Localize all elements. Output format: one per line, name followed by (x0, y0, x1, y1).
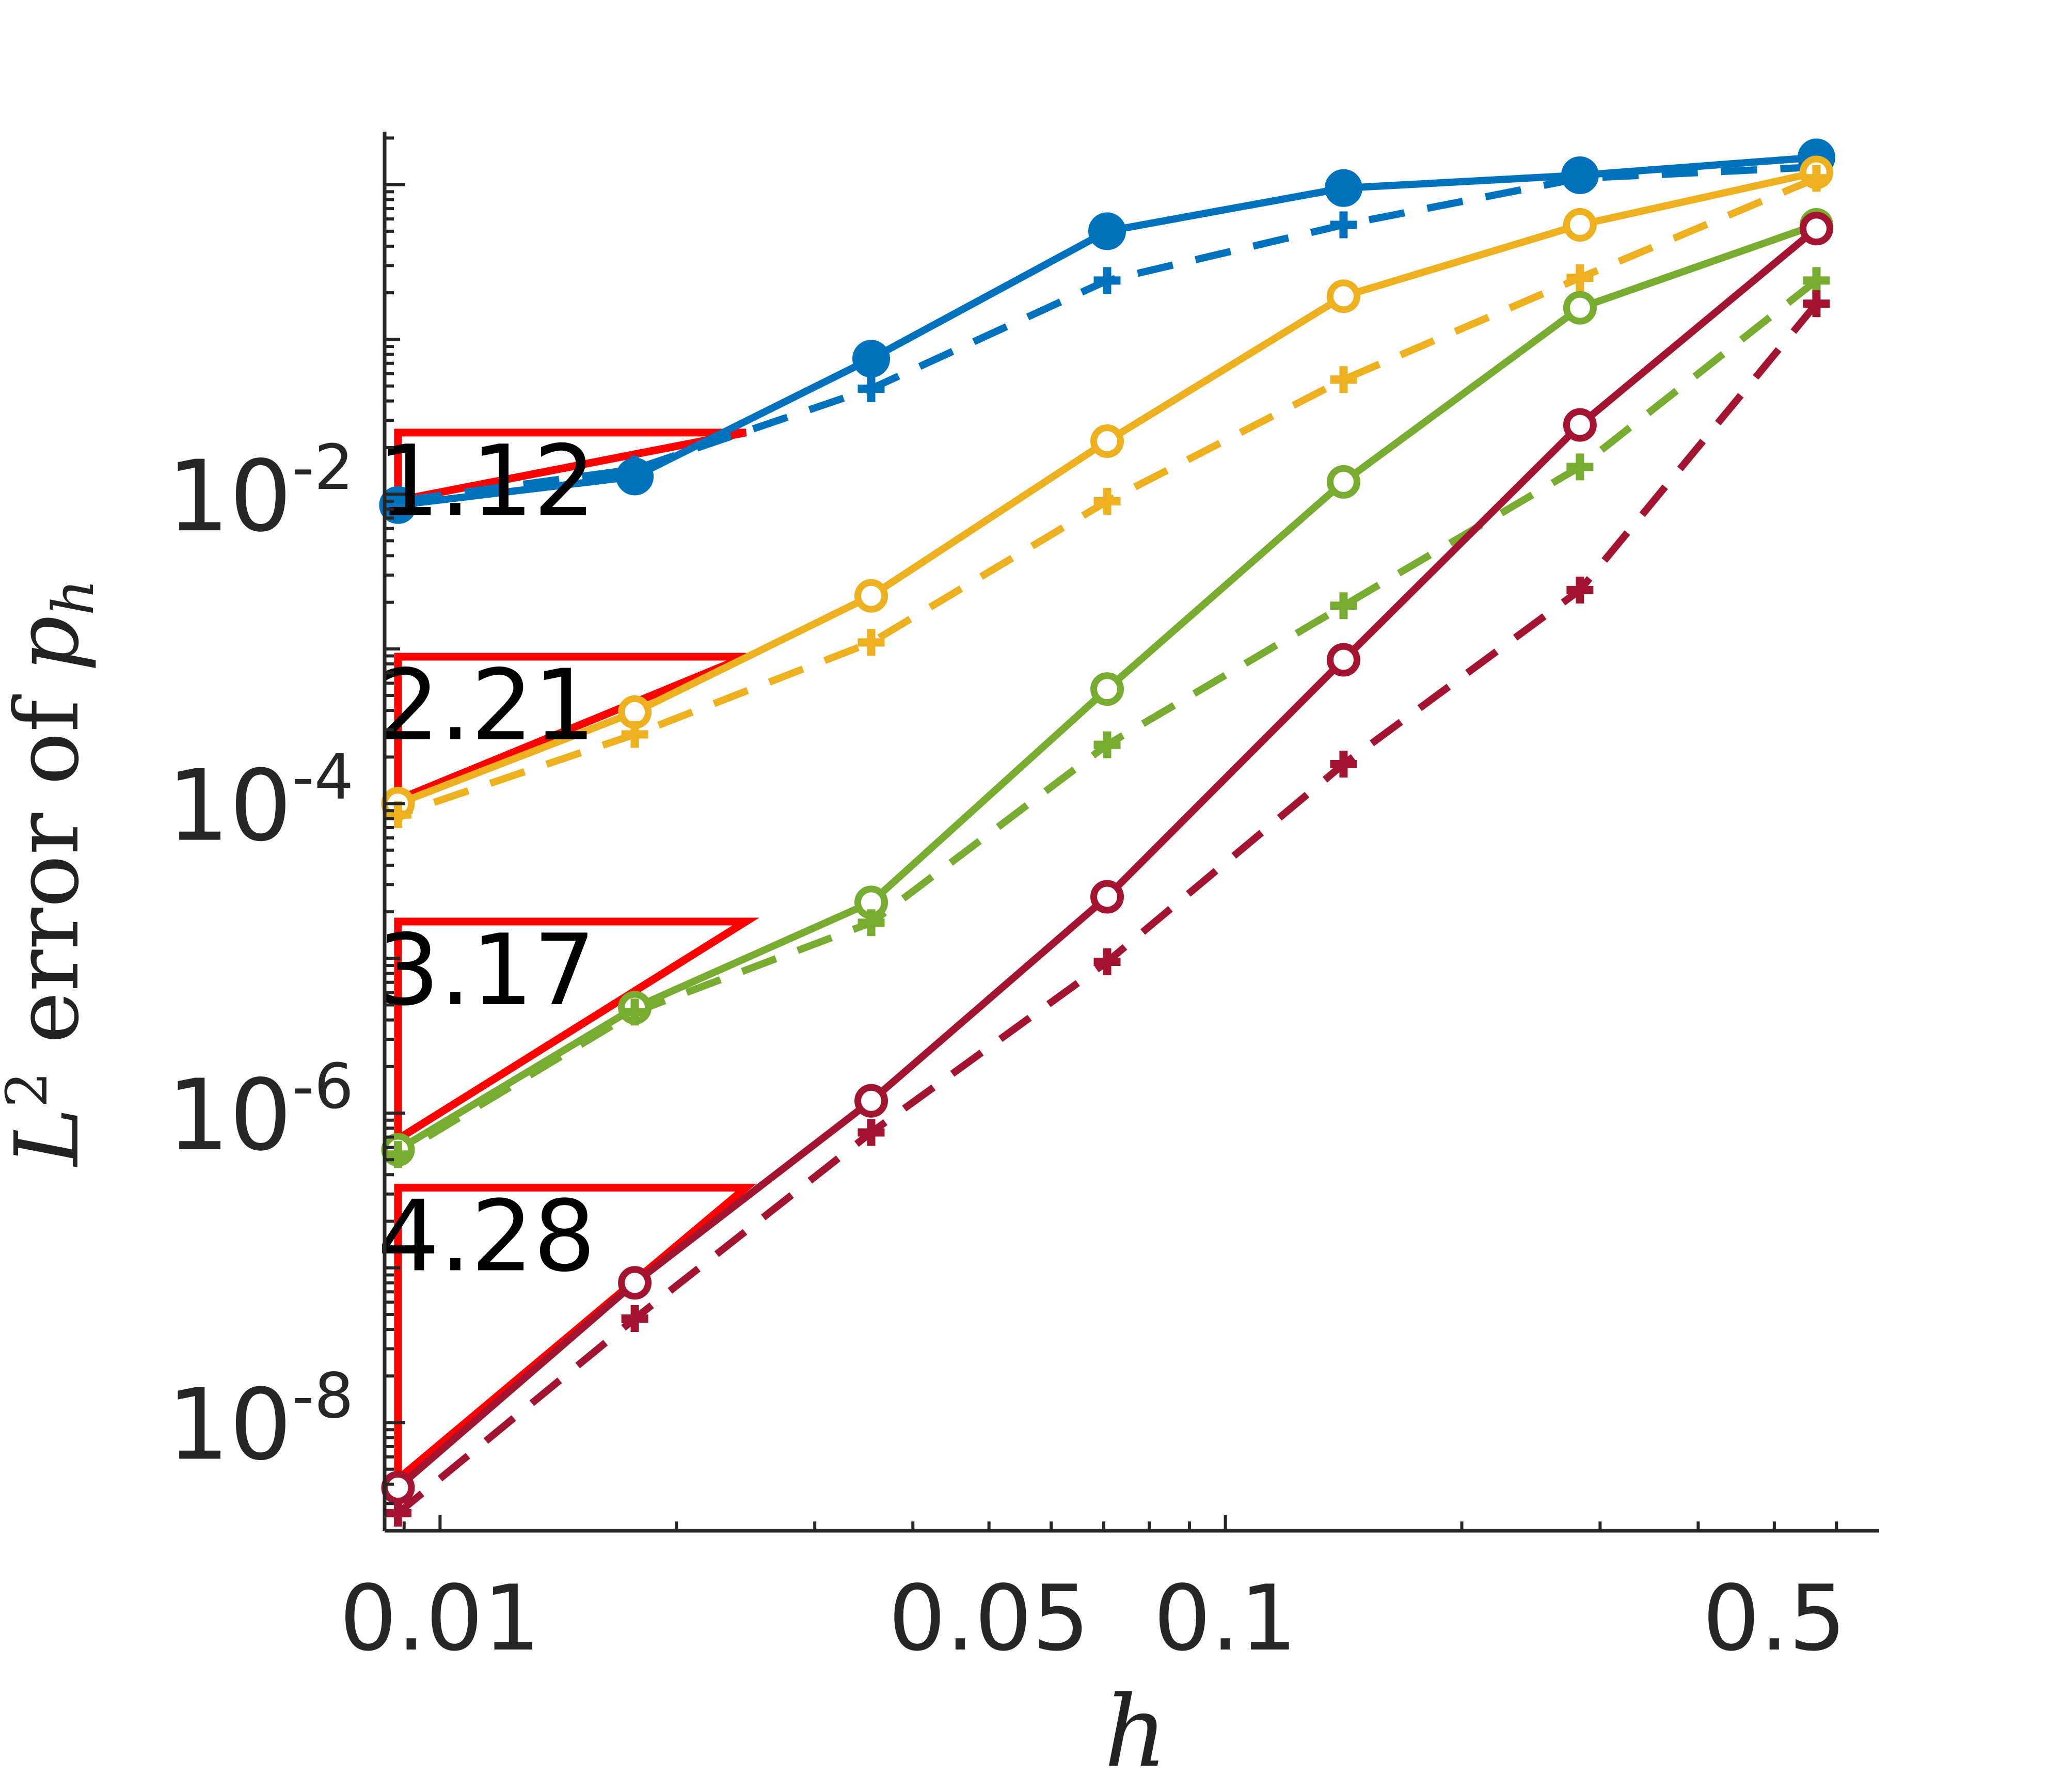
data-point-s4-3 (1090, 672, 1124, 706)
data-point-s2-1 (1563, 208, 1597, 242)
data-point-s1-4 (858, 375, 885, 402)
data-point-s6-3 (1090, 880, 1124, 914)
data-point-s5-1 (1566, 453, 1594, 481)
data-point-s4-2 (1326, 465, 1360, 499)
slope-triangle-2 (394, 917, 760, 1146)
series-markers (379, 138, 1835, 1527)
data-point-s6-0 (1799, 212, 1833, 246)
slope-label-1: 2.21 (377, 648, 596, 763)
axes (383, 132, 1879, 1533)
data-point-s7-4 (858, 1119, 885, 1146)
slope-label-0: 1.12 (377, 424, 596, 538)
data-point-s7-5 (621, 1305, 648, 1333)
data-point-s2-2 (1326, 279, 1360, 313)
data-point-s7-3 (1093, 948, 1121, 975)
data-point-s0-2 (1324, 169, 1362, 207)
data-point-s3-2 (1330, 366, 1357, 393)
slope-labels: 1.12 2.21 3.17 4.28 (377, 424, 596, 1294)
data-point-s6-1 (1563, 408, 1597, 442)
slope-triangle-1 (394, 653, 748, 806)
data-point-s5-4 (858, 909, 885, 937)
data-point-s2-4 (854, 579, 888, 613)
data-point-s6-5 (618, 1266, 652, 1300)
y-label-var: p (0, 616, 99, 672)
data-point-s7-6 (384, 1499, 411, 1527)
data-point-s3-6 (384, 801, 411, 828)
y-tick-label-0: 10-2 (167, 432, 354, 553)
slope-triangle-0 (394, 429, 747, 505)
data-point-s1-2 (1330, 211, 1357, 239)
data-point-s1-5 (621, 455, 648, 483)
data-point-s3-0 (1803, 165, 1830, 192)
tick-labels: 0.01 0.05 0.1 0.5 10-2 10-4 10-6 10-8 (167, 432, 1846, 1671)
data-point-s5-3 (1093, 731, 1121, 758)
y-tick-label-3: 10-8 (167, 1360, 354, 1482)
y-label-L: L (0, 1107, 99, 1167)
y-tick-label-1: 10-4 (167, 742, 354, 863)
data-point-s0-4 (852, 340, 891, 378)
series-lines (395, 153, 1819, 1516)
x-tick-label-2: 0.1 (1153, 1566, 1297, 1671)
slope-label-3: 4.28 (377, 1179, 596, 1293)
data-point-s0-3 (1088, 212, 1126, 250)
data-point-s3-1 (1566, 264, 1594, 292)
data-point-s6-2 (1326, 643, 1360, 677)
x-tick-label-3: 0.5 (1703, 1566, 1846, 1671)
data-point-s6-6 (381, 1470, 415, 1504)
x-tick-label-1: 0.05 (888, 1566, 1090, 1671)
data-point-s3-4 (858, 629, 885, 656)
data-point-s4-1 (1563, 291, 1597, 325)
data-point-s1-1 (1566, 165, 1594, 192)
data-point-s2-3 (1090, 424, 1124, 458)
x-tick-label-0: 0.01 (340, 1566, 541, 1671)
data-point-s7-0 (1803, 290, 1830, 318)
y-label-sup: 2 (0, 1071, 60, 1107)
data-point-s7-1 (1566, 576, 1594, 604)
data-point-s5-0 (1803, 267, 1830, 294)
y-label-sub: h (40, 579, 106, 616)
data-point-s7-2 (1330, 751, 1357, 778)
data-point-s3-3 (1093, 487, 1121, 515)
svg-text:L2 error of ph: L2 error of ph (0, 579, 106, 1168)
y-axis-label: L2 error of ph (0, 579, 106, 1168)
y-tick-label-2: 10-6 (167, 1051, 354, 1172)
y-label-text: error of (0, 672, 99, 1071)
x-axis-label: h (1104, 1675, 1167, 1789)
data-point-s3-5 (621, 721, 648, 748)
data-point-s5-2 (1330, 592, 1357, 620)
data-point-s1-3 (1093, 267, 1121, 294)
data-point-s5-6 (384, 1141, 411, 1168)
data-point-s5-5 (621, 998, 648, 1026)
data-point-s6-4 (854, 1084, 888, 1118)
slope-label-2: 3.17 (377, 913, 596, 1027)
